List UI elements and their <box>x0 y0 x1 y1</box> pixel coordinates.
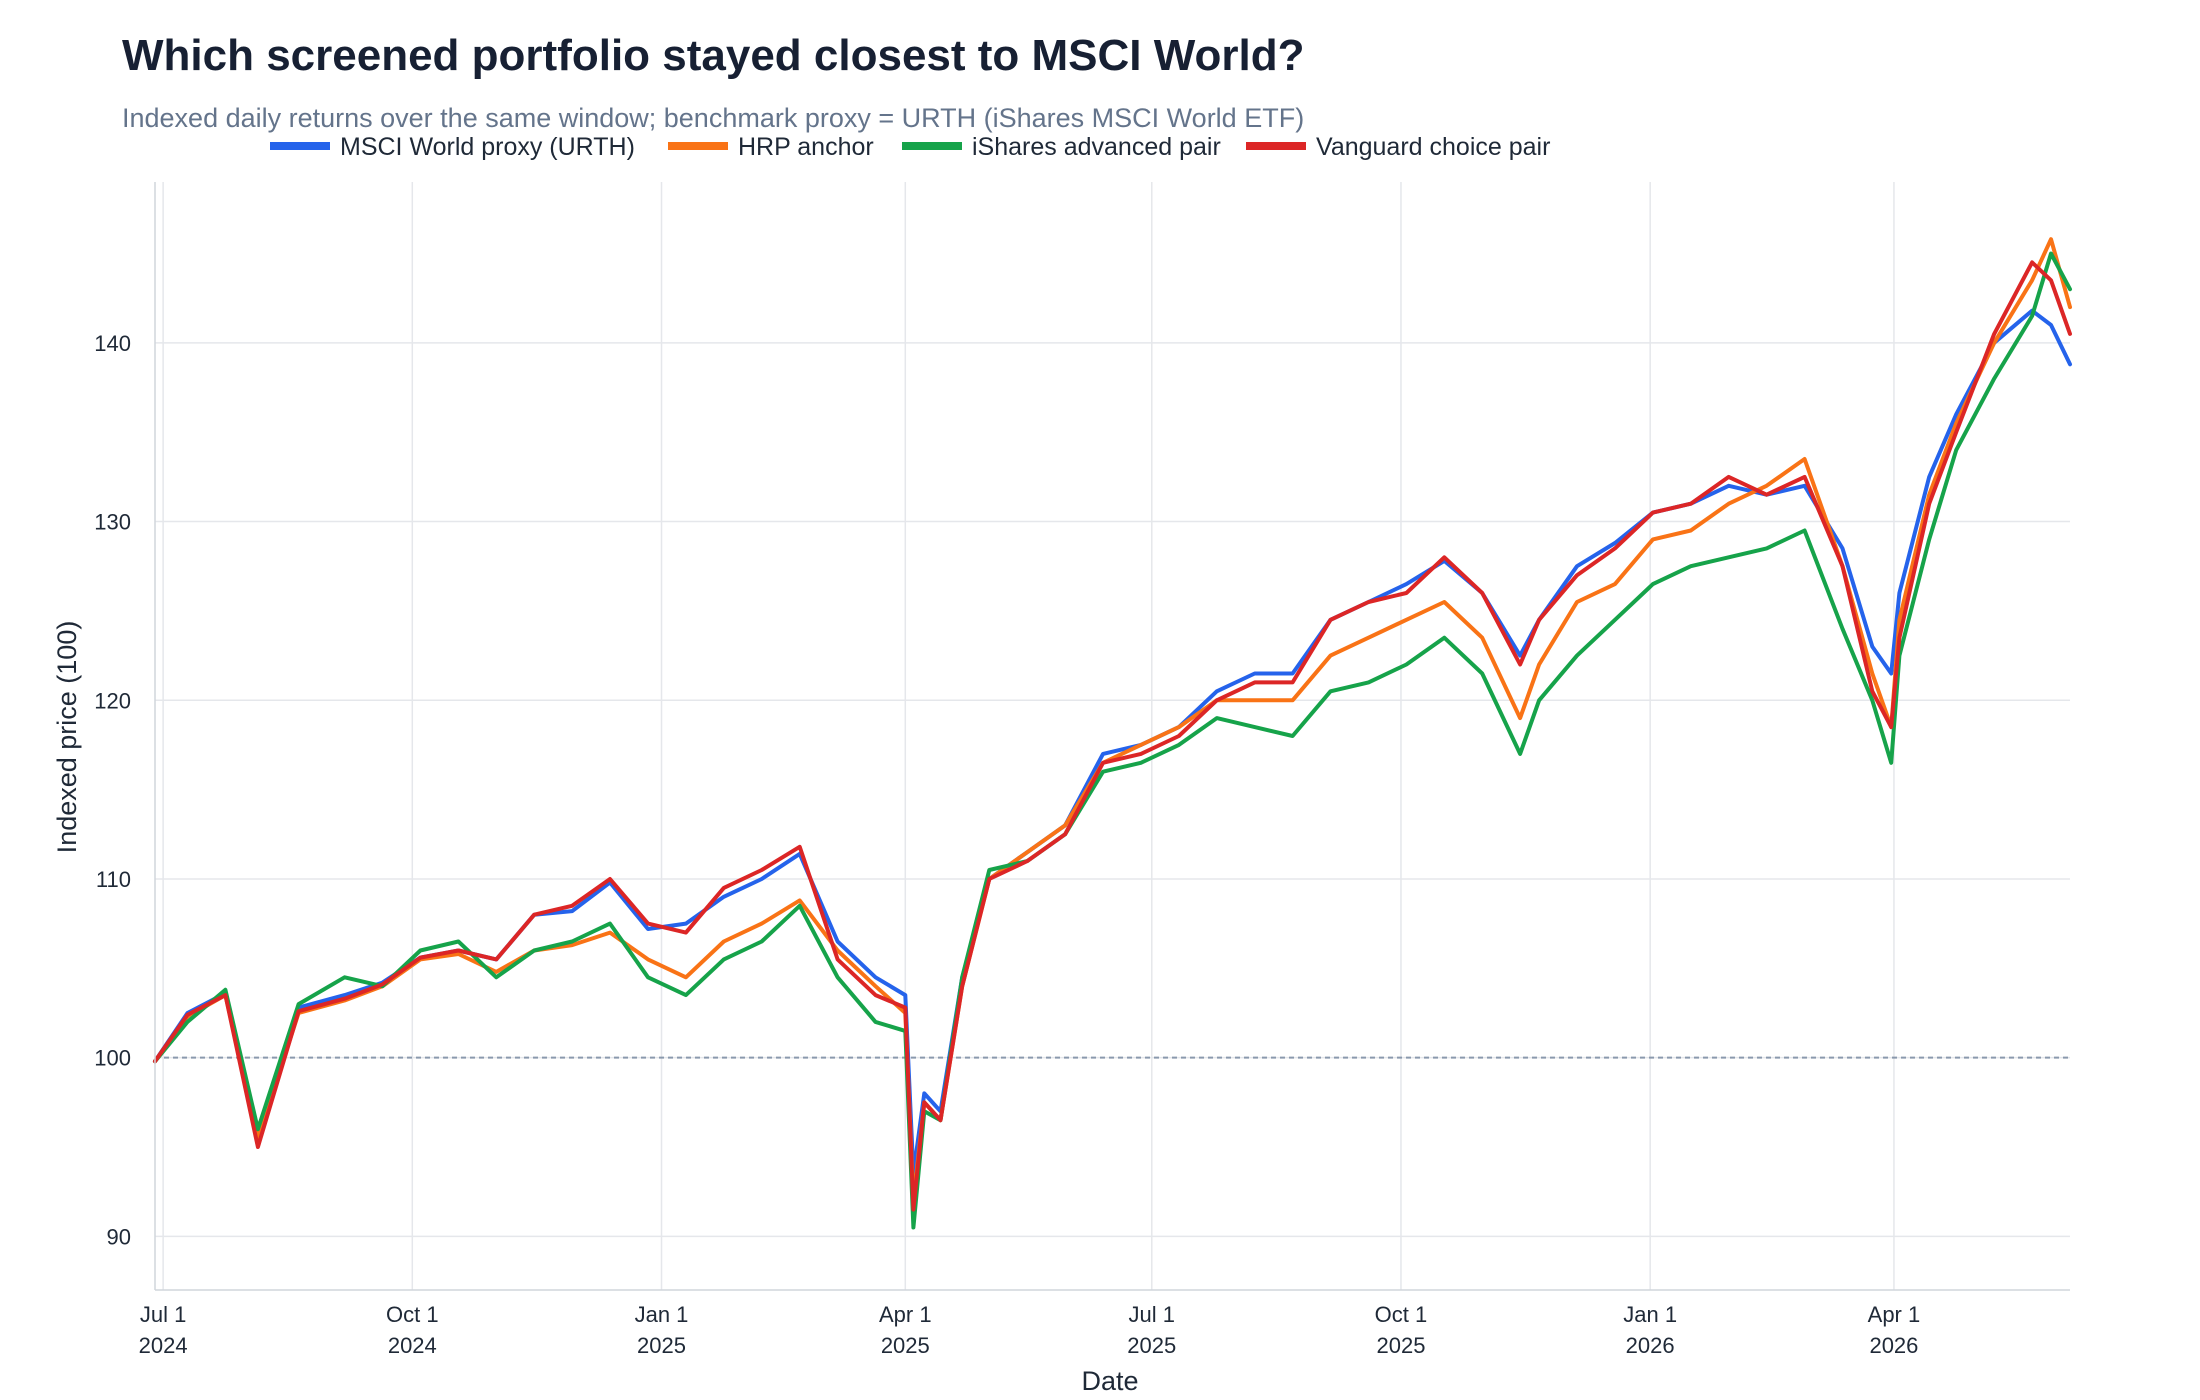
y-tick-label: 100 <box>94 1046 131 1071</box>
x-tick-year-label: 2025 <box>1376 1333 1425 1358</box>
x-tick-year-label: 2024 <box>388 1333 437 1358</box>
x-tick-label: Jan 1 <box>1623 1302 1677 1327</box>
x-tick-year-label: 2025 <box>637 1333 686 1358</box>
legend-item: Vanguard choice pair <box>1246 133 1550 161</box>
y-tick-label: 140 <box>94 331 131 356</box>
y-axis-title: Indexed price (100) <box>52 621 82 854</box>
y-tick-label: 90 <box>107 1224 131 1249</box>
x-tick-year-label: 2025 <box>881 1333 930 1358</box>
legend-label: MSCI World proxy (URTH) <box>340 133 635 161</box>
series-line-3 <box>153 260 2072 1212</box>
legend-label: Vanguard choice pair <box>1316 133 1550 161</box>
x-tick-label: Oct 1 <box>386 1302 439 1327</box>
x-tick-year-label: 2026 <box>1626 1333 1675 1358</box>
x-tick-label: Jan 1 <box>635 1302 689 1327</box>
axes: 90 100 110 120 130 140 Jul 1 2024 Oct 1 2024 Jan 1… <box>94 182 2070 1358</box>
grid <box>155 182 2070 1290</box>
x-tick-year-label: 2026 <box>1869 1333 1918 1358</box>
y-tick-label: 130 <box>94 510 131 535</box>
x-tick-label: Jul 1 <box>1129 1302 1175 1327</box>
y-tick-label: 120 <box>94 688 131 713</box>
series-line-1 <box>153 237 2072 1203</box>
x-tick-year-label: 2024 <box>139 1333 188 1358</box>
series-line-2 <box>153 251 2072 1230</box>
legend-item: HRP anchor <box>668 133 874 161</box>
series-group <box>153 237 2072 1230</box>
legend-label: iShares advanced pair <box>972 133 1221 161</box>
y-tick-label: 110 <box>96 867 131 892</box>
x-tick-label: Apr 1 <box>879 1302 932 1327</box>
legend-item: MSCI World proxy (URTH) <box>270 133 635 161</box>
x-tick-label: Jul 1 <box>140 1302 186 1327</box>
series-line-0 <box>153 308 2072 1176</box>
x-tick-label: Apr 1 <box>1868 1302 1921 1327</box>
x-tick-year-label: 2025 <box>1127 1333 1176 1358</box>
x-axis-title: Date <box>1081 1366 1138 1396</box>
chart-title: Which screened portfolio stayed closest … <box>122 31 1304 80</box>
legend: MSCI World proxy (URTH) HRP anchor iShares… <box>270 133 1550 161</box>
x-tick-label: Oct 1 <box>1375 1302 1428 1327</box>
legend-label: HRP anchor <box>738 133 874 161</box>
legend-item: iShares advanced pair <box>902 133 1221 161</box>
chart-subtitle: Indexed daily returns over the same wind… <box>122 103 1304 133</box>
